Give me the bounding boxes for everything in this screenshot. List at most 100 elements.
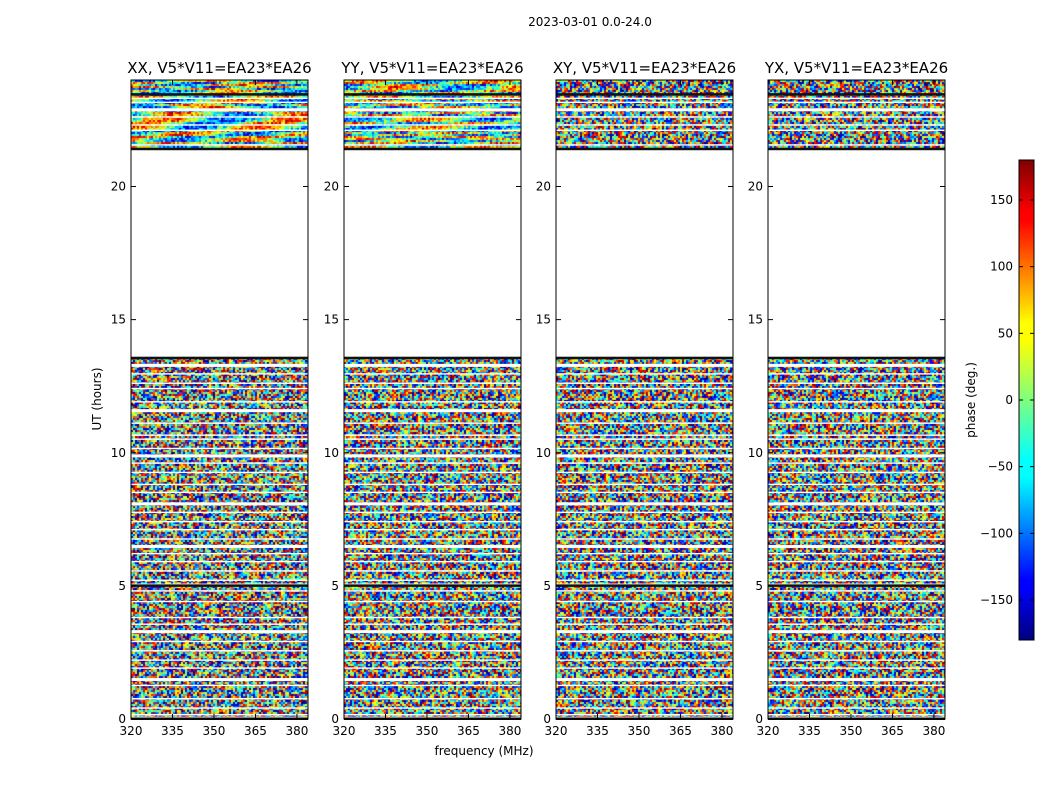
y-axis-label: UT (hours): [90, 367, 104, 430]
flagged-row: [768, 538, 945, 540]
flagged-row: [131, 502, 308, 506]
flagged-row: [768, 579, 945, 581]
flagged-row: [768, 698, 945, 700]
flagged-row: [556, 714, 733, 716]
flagged-row-dark: [344, 147, 521, 151]
x-axis-label: frequency (MHz): [434, 744, 533, 758]
phase-heatmap-block: [131, 80, 308, 150]
flagged-row: [768, 502, 945, 506]
flagged-row: [344, 108, 521, 112]
flagged-row: [556, 471, 733, 474]
flagged-row: [344, 434, 521, 436]
x-tick-label: 320: [757, 724, 780, 738]
flagged-row: [556, 454, 733, 458]
flagged-row: [556, 707, 733, 709]
flagged-row: [768, 124, 945, 126]
panel-title: YX, V5*V11=EA23*EA26: [764, 59, 948, 77]
flagged-row: [556, 616, 733, 619]
flagged-row: [768, 570, 945, 572]
flagged-row: [131, 116, 308, 118]
flagged-row: [131, 387, 308, 390]
flagged-row: [556, 684, 733, 687]
flagged-row: [344, 491, 521, 494]
flagged-row: [768, 600, 945, 603]
flagged-row-dark: [131, 584, 308, 587]
colorbar-tick-label: 50: [998, 326, 1013, 340]
flagged-row: [556, 528, 733, 531]
x-tick-label: 365: [457, 724, 480, 738]
flagged-row: [344, 552, 521, 555]
flagged-row: [131, 97, 308, 100]
flagged-row: [768, 387, 945, 390]
flagged-row: [131, 528, 308, 531]
flagged-row: [344, 124, 521, 126]
phase-heatmap-block: [344, 80, 521, 150]
panels-group: XX, V5*V11=EA23*EA26 320 335 350 365 380 0 5 10 1…: [111, 59, 948, 738]
flagged-row: [556, 511, 733, 514]
flagged-row: [344, 502, 521, 506]
flagged-row: [131, 129, 308, 131]
flagged-row: [131, 101, 308, 104]
y-tick-label: 15: [536, 313, 551, 327]
flagged-row: [131, 630, 308, 634]
flagged-row: [131, 434, 308, 436]
x-tick-label: 380: [710, 724, 733, 738]
flagged-row: [344, 471, 521, 474]
phase-heatmap-block: [131, 356, 308, 719]
flagged-row: [131, 401, 308, 403]
flagged-row: [768, 552, 945, 555]
colorbar-tick-label: 100: [990, 260, 1013, 274]
flagged-row: [131, 659, 308, 661]
y-tick-label: 0: [755, 712, 763, 726]
flagged-row: [768, 678, 945, 682]
flagged-row: [344, 101, 521, 104]
flagged-row: [344, 707, 521, 709]
flagged-row: [131, 678, 308, 682]
flagged-row: [131, 491, 308, 494]
flagged-row: [556, 640, 733, 643]
flagged-row: [131, 616, 308, 619]
x-tick-label: 335: [586, 724, 609, 738]
y-tick-label: 5: [331, 579, 339, 593]
flagged-row: [556, 698, 733, 700]
flagged-row: [344, 640, 521, 643]
x-tick-label: 380: [285, 724, 308, 738]
panel-2: YY, V5*V11=EA23*EA26 320 335 350 365 380 0 5 10 1…: [324, 59, 524, 738]
x-tick-label: 365: [669, 724, 692, 738]
flagged-row: [556, 401, 733, 403]
flagged-row: [768, 616, 945, 619]
panel-title: YY, V5*V11=EA23*EA26: [340, 59, 523, 77]
flagged-row: [556, 538, 733, 540]
flagged-row: [556, 438, 733, 440]
flagged-row: [131, 590, 308, 592]
panel-frame: [767, 79, 946, 720]
flagged-row: [556, 129, 733, 131]
flagged-row: [344, 422, 521, 424]
flagged-row: [344, 659, 521, 661]
flagged-row: [344, 401, 521, 403]
flagged-row: [131, 714, 308, 716]
flagged-row-dark: [344, 93, 521, 96]
flagged-row: [768, 650, 945, 652]
flagged-row: [344, 97, 521, 100]
phase-heatmap-block: [768, 80, 945, 150]
y-tick-label: 20: [324, 180, 339, 194]
flagged-row: [768, 560, 945, 563]
flagged-row: [344, 511, 521, 514]
flagged-row: [131, 698, 308, 700]
flagged-row: [556, 570, 733, 572]
flagged-row: [768, 434, 945, 436]
flagged-row: [131, 409, 308, 413]
flagged-row: [556, 667, 733, 669]
y-tick-label: 10: [324, 446, 339, 460]
flagged-row: [344, 650, 521, 652]
flagged-row: [768, 714, 945, 716]
panel-4: YX, V5*V11=EA23*EA26 320 335 350 365 380 0 5 10 1…: [748, 59, 948, 738]
flagged-row: [556, 108, 733, 112]
flagged-row: [344, 560, 521, 563]
x-tick-label: 350: [416, 724, 439, 738]
flagged-row: [768, 544, 945, 548]
y-tick-label: 10: [748, 446, 763, 460]
x-tick-label: 380: [922, 724, 945, 738]
